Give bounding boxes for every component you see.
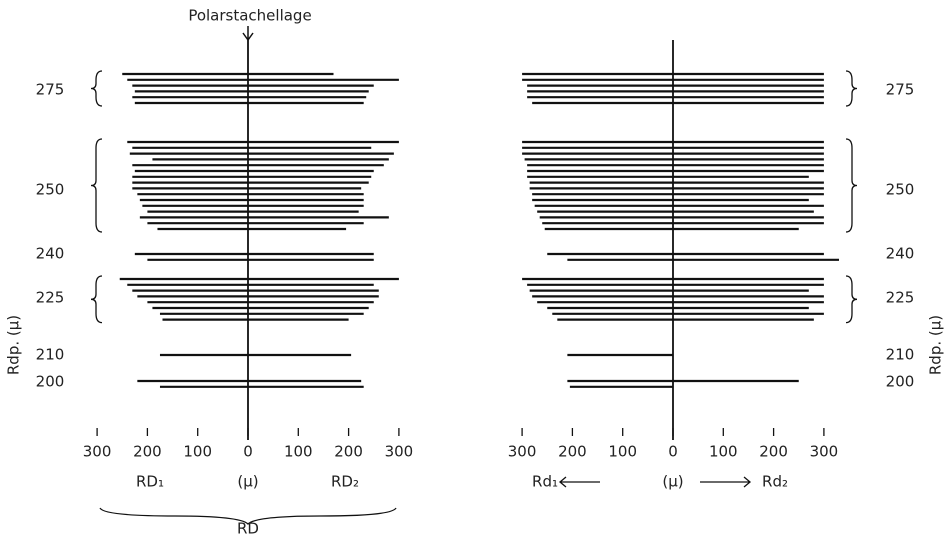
y-tick-label: 240 (886, 245, 915, 263)
y-tick-label: 240 (36, 245, 65, 263)
x-tick-label: 0 (243, 443, 253, 461)
y-tick-label: 210 (36, 346, 65, 364)
arrows (558, 476, 752, 488)
brace (845, 70, 858, 107)
x-tick-label: 100 (183, 443, 212, 461)
brace (845, 138, 858, 233)
y-tick-label: 225 (36, 289, 65, 307)
brace (90, 275, 103, 324)
y-tick-label: 275 (886, 81, 915, 99)
x-tick-label: 300 (385, 443, 414, 461)
y-tick-label: 200 (36, 373, 65, 391)
y-tick-label: 225 (886, 289, 915, 307)
axis-label: Rd₁ (532, 473, 558, 491)
brace (99, 507, 397, 525)
brace (90, 70, 103, 107)
y-tick-label: 210 (886, 346, 915, 364)
y-tick-label: 200 (886, 373, 915, 391)
axis-label: RD₁ (136, 473, 164, 491)
axis-label: (µ) (662, 473, 683, 491)
title: Polarstachellage (188, 7, 311, 25)
x-tick-label: 0 (668, 443, 678, 461)
axis-label: Rd₂ (762, 473, 788, 491)
y-tick-label: 275 (36, 81, 65, 99)
x-tick-label: 200 (558, 443, 587, 461)
arrow (242, 26, 254, 42)
brace (845, 275, 858, 324)
axis-label: RD (237, 520, 259, 534)
x-tick-label: 100 (608, 443, 637, 461)
x-tick-label: 100 (709, 443, 738, 461)
x-tick-label: 300 (508, 443, 537, 461)
x-tick-label: 300 (83, 443, 112, 461)
y-axis-label: Rdp. (µ) (927, 315, 945, 375)
x-tick-label: 300 (810, 443, 839, 461)
x-tick-label: 100 (284, 443, 313, 461)
x-tick-label: 200 (759, 443, 788, 461)
x-tick-label: 200 (334, 443, 363, 461)
y-tick-label: 250 (886, 181, 915, 199)
y-tick-label: 250 (36, 181, 65, 199)
brace (90, 138, 103, 233)
x-tick-label: 200 (133, 443, 162, 461)
y-axis-label: Rdp. (µ) (5, 315, 23, 375)
axis-label: RD₂ (331, 473, 359, 491)
axis-label: (µ) (237, 473, 258, 491)
